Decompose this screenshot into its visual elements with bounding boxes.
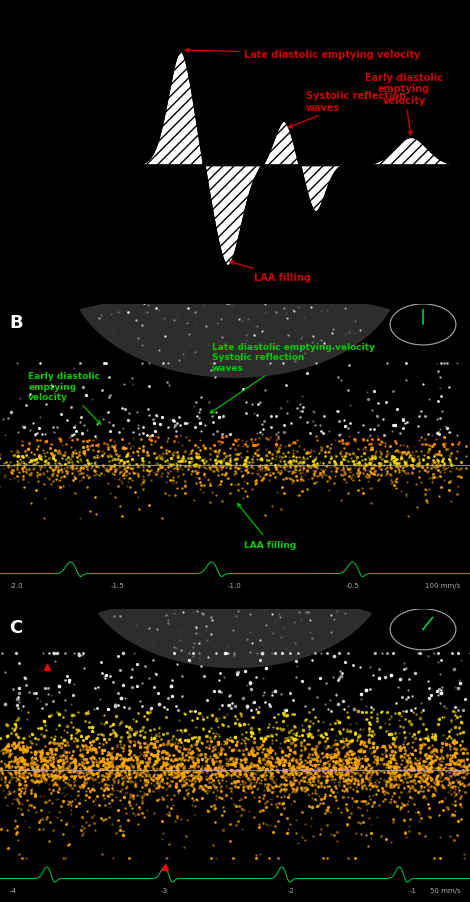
Text: -2.0: -2.0 [9,583,23,589]
Text: -0.5: -0.5 [346,583,359,589]
Text: -2: -2 [288,888,295,893]
Text: Late diastolic emptying velocity: Late diastolic emptying velocity [185,50,421,60]
Text: -4: -4 [9,888,16,893]
Polygon shape [0,305,470,597]
Text: C: C [9,618,23,636]
Text: LAA filling: LAA filling [230,262,311,282]
Text: -3: -3 [161,888,168,893]
Wedge shape [99,574,371,667]
Text: 100 mm/s: 100 mm/s [425,583,461,589]
Text: 50 mm/s: 50 mm/s [430,888,461,893]
Text: -1: -1 [410,888,417,893]
Text: A: A [5,6,19,24]
Text: Early diastolic
emptying
velocity: Early diastolic emptying velocity [365,72,443,136]
Text: Systolic reflection
waves: Systolic reflection waves [289,91,406,129]
Text: 100
cm/sec: 100 cm/sec [25,14,69,36]
Text: -1.0: -1.0 [228,583,242,589]
Text: B: B [9,313,23,331]
Polygon shape [0,609,470,902]
Text: Late diastolic emptying velocity
Systolic reflection
waves: Late diastolic emptying velocity Systoli… [210,343,375,414]
Text: -1.5: -1.5 [111,583,124,589]
Text: 50: 50 [86,96,103,108]
Text: Early diastolic
emptying
velocity: Early diastolic emptying velocity [28,372,101,425]
Text: 50: 50 [86,223,103,235]
Text: 100: 100 [77,32,103,45]
Wedge shape [80,275,390,378]
Text: LAA filling: LAA filling [237,504,297,549]
